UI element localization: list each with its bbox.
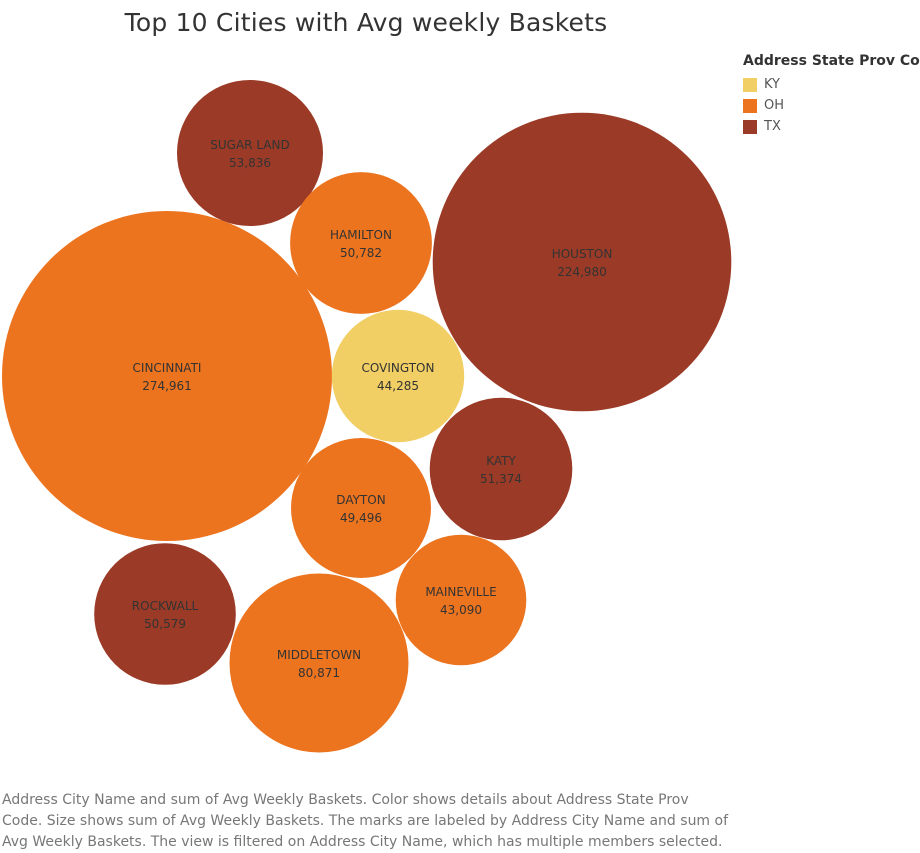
bubble-value-label-cincinnati: 274,961 (142, 379, 192, 393)
bubble-city-label-houston: HOUSTON (552, 247, 613, 261)
legend-item-oh[interactable]: OH (743, 95, 919, 116)
bubble-city-label-middletown: MIDDLETOWN (277, 648, 361, 662)
bubble-rockwall[interactable]: ROCKWALL 50,579 (94, 543, 236, 685)
bubble-circle-katy[interactable] (429, 397, 573, 541)
bubble-value-label-houston: 224,980 (557, 265, 607, 279)
bubble-value-label-covington: 44,285 (377, 379, 419, 393)
bubble-houston[interactable]: HOUSTON 224,980 (432, 112, 732, 412)
bubble-maineville[interactable]: MAINEVILLE 43,090 (395, 534, 527, 666)
bubble-circle-hamilton[interactable] (290, 172, 432, 314)
bubble-city-label-covington: COVINGTON (362, 361, 435, 375)
bubble-value-label-maineville: 43,090 (440, 603, 482, 617)
legend-swatch-tx (743, 119, 757, 134)
bubble-city-label-dayton: DAYTON (336, 493, 385, 507)
bubble-katy[interactable]: KATY 51,374 (429, 397, 573, 541)
legend-title: Address State Prov Code (743, 53, 920, 69)
bubble-value-label-rockwall: 50,579 (144, 617, 186, 631)
bubble-middletown[interactable]: MIDDLETOWN 80,871 (229, 573, 409, 753)
bubble-circle-cincinnati[interactable] (2, 211, 332, 541)
bubble-circle-dayton[interactable] (291, 438, 431, 578)
bubble-value-label-middletown: 80,871 (298, 666, 340, 680)
bubble-value-label-sugar-land: 53,836 (229, 156, 271, 170)
bubble-city-label-rockwall: ROCKWALL (132, 599, 199, 613)
bubble-circle-maineville[interactable] (395, 534, 527, 666)
bubble-city-label-cincinnati: CINCINNATI (133, 361, 202, 375)
legend-item-ky[interactable]: KY (743, 74, 919, 95)
bubble-value-label-dayton: 49,496 (340, 511, 382, 525)
bubble-city-label-hamilton: HAMILTON (330, 228, 392, 242)
bubble-circle-rockwall[interactable] (94, 543, 236, 685)
bubble-value-label-katy: 51,374 (480, 472, 522, 486)
bubble-value-label-hamilton: 50,782 (340, 246, 382, 260)
legend-swatch-oh (743, 98, 757, 113)
bubble-city-label-katy: KATY (486, 454, 516, 468)
bubble-circle-sugar-land[interactable] (177, 80, 323, 226)
bubble-sugar-land[interactable]: SUGAR LAND 53,836 (177, 80, 323, 226)
legend: Address State Prov Code KY OH TX (743, 53, 920, 137)
legend-label-tx: TX (764, 119, 781, 134)
chart-caption: Address City Name and sum of Avg Weekly … (2, 792, 729, 850)
legend-label-ky: KY (764, 77, 781, 92)
bubble-circle-houston[interactable] (432, 112, 732, 412)
bubble-dayton[interactable]: DAYTON 49,496 (291, 438, 431, 578)
bubble-city-label-sugar-land: SUGAR LAND (210, 138, 289, 152)
bubble-hamilton[interactable]: HAMILTON 50,782 (290, 172, 432, 314)
bubble-covington[interactable]: COVINGTON 44,285 (331, 309, 465, 443)
legend-swatch-ky (743, 77, 757, 92)
bubble-circle-middletown[interactable] (229, 573, 409, 753)
legend-item-tx[interactable]: TX (743, 116, 919, 137)
bubble-circle-covington[interactable] (331, 309, 465, 443)
bubble-city-label-maineville: MAINEVILLE (425, 585, 496, 599)
bubble-cincinnati[interactable]: CINCINNATI 274,961 (2, 211, 332, 541)
legend-label-oh: OH (764, 98, 785, 113)
bubble-chart: CINCINNATI 274,961 HOUSTON 224,980 MIDDLETOW… (2, 80, 732, 753)
chart-title: Top 10 Cities with Avg weekly Baskets (124, 8, 608, 37)
